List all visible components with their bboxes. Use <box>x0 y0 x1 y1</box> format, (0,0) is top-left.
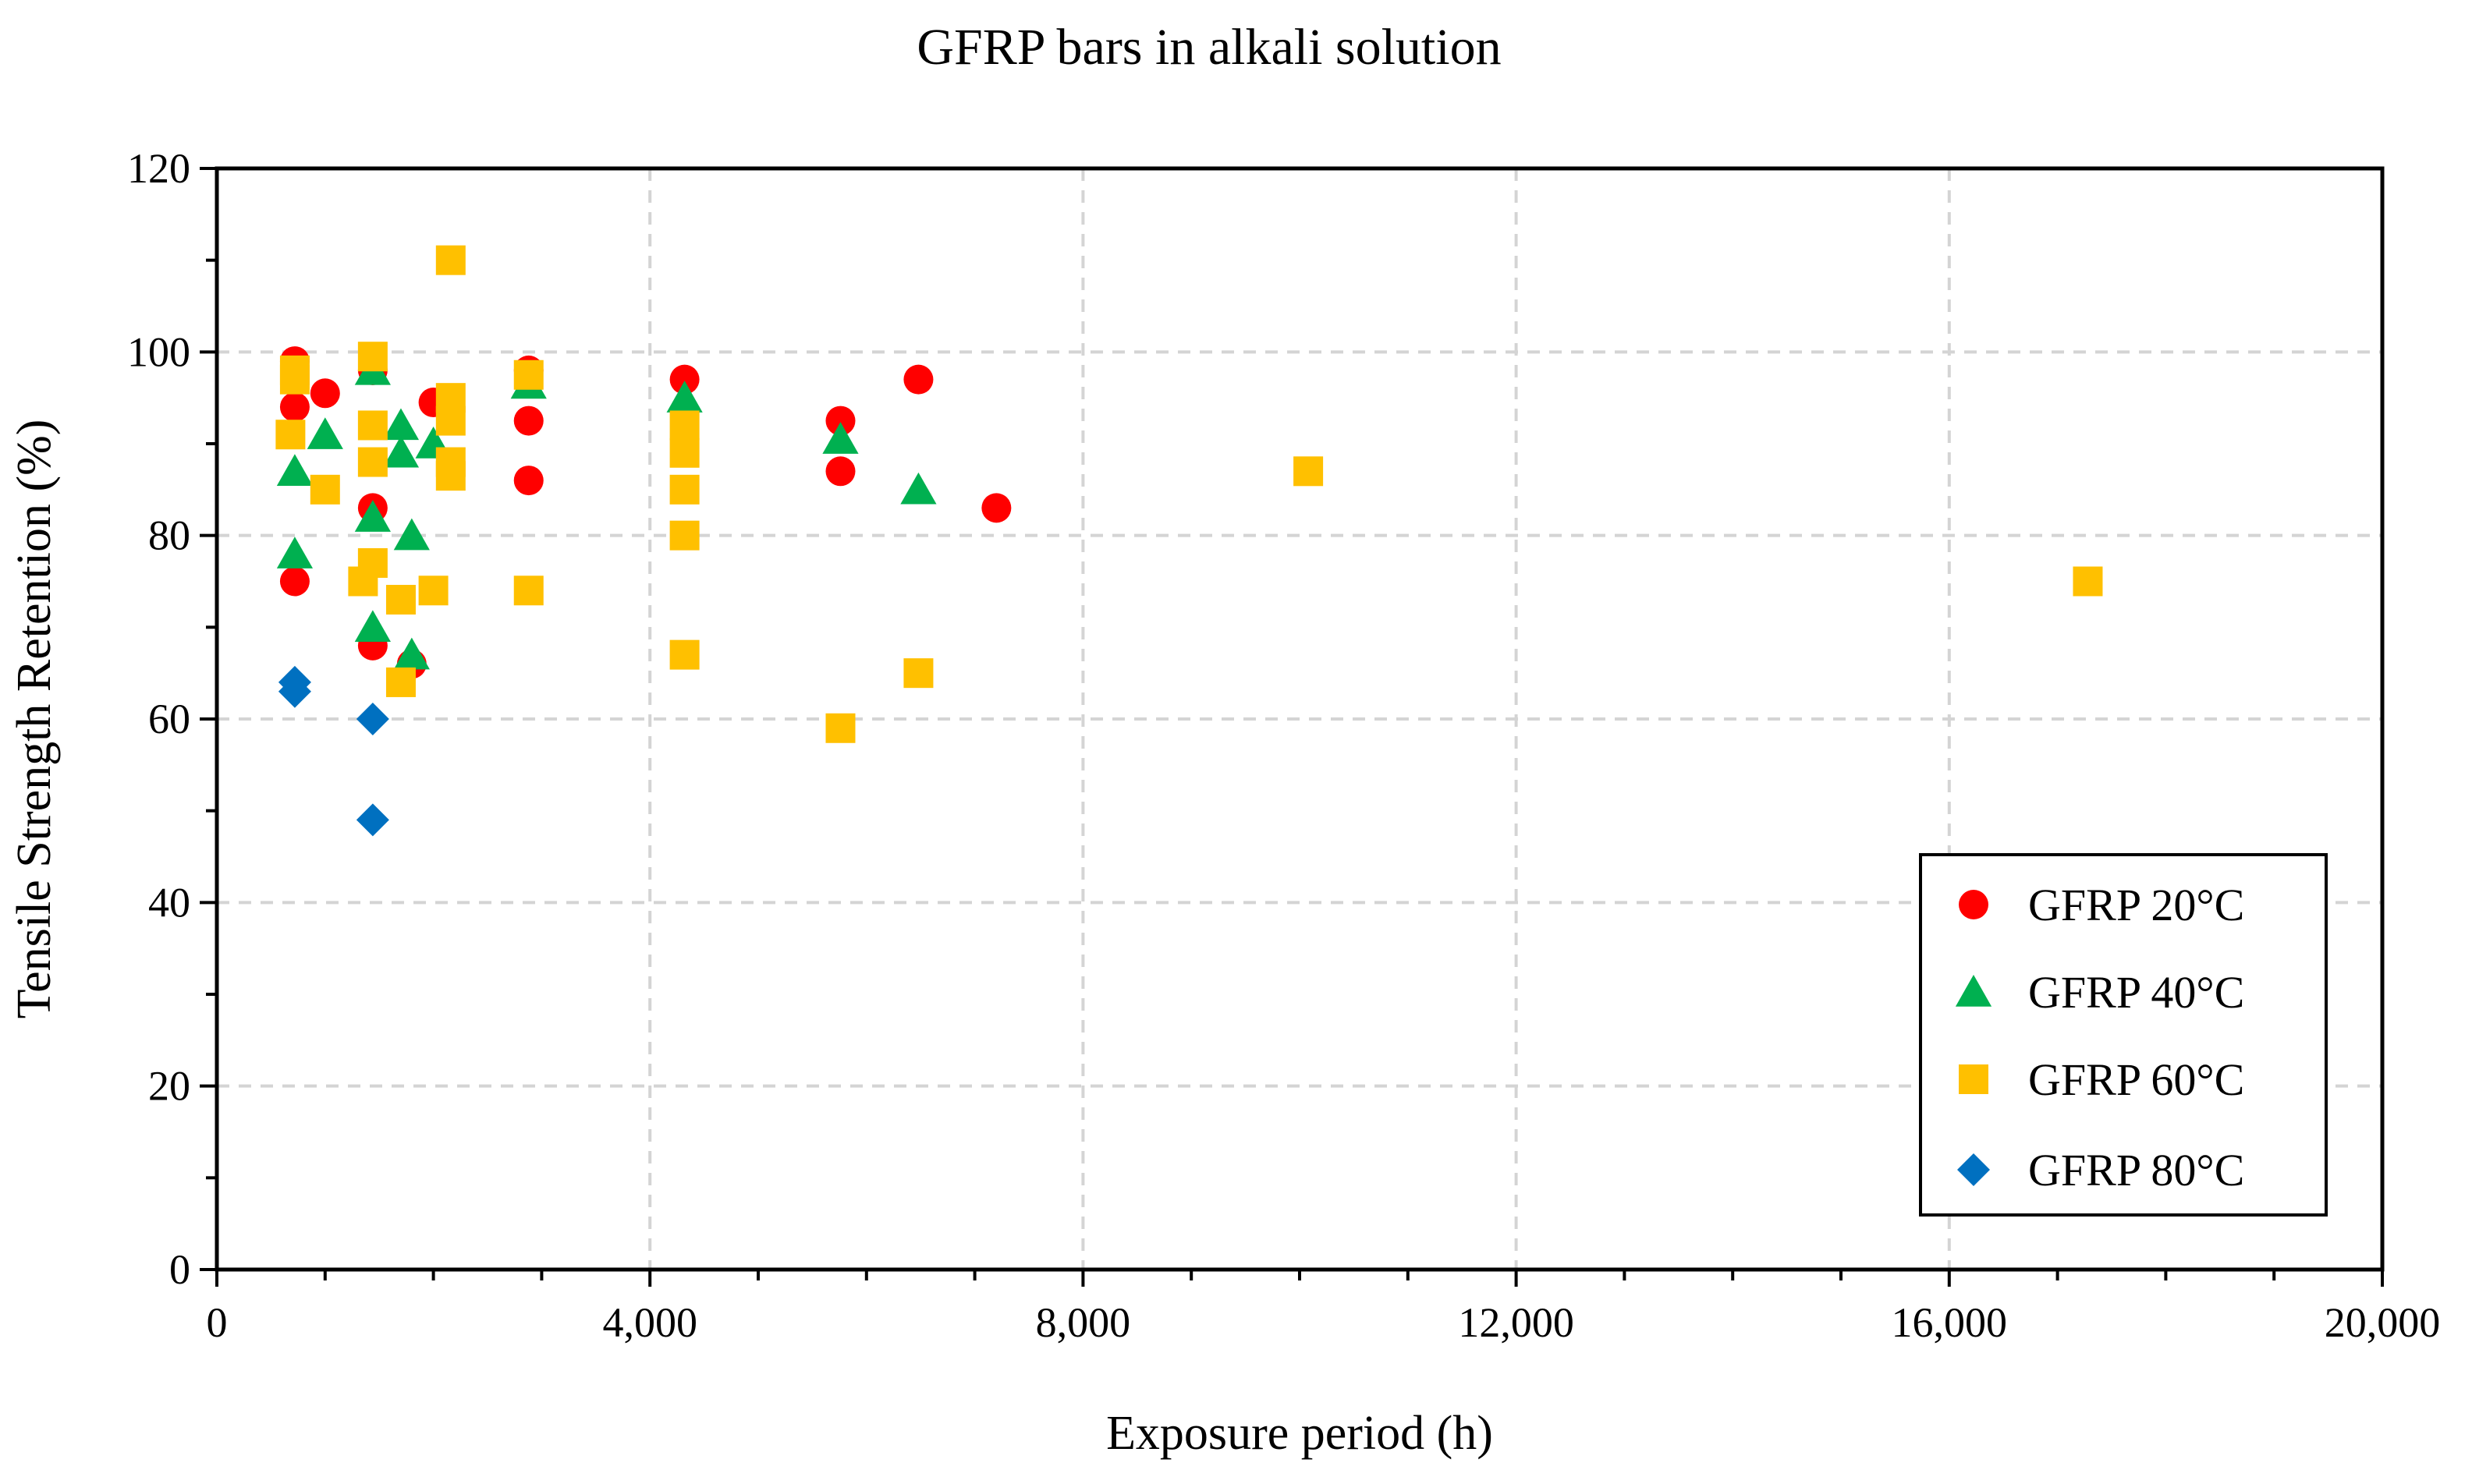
x-tick-label: 0 <box>207 1299 228 1346</box>
data-point <box>357 342 388 372</box>
data-point <box>669 520 700 551</box>
series-3 <box>275 245 2103 743</box>
data-point <box>393 518 430 551</box>
data-point <box>1293 456 1324 487</box>
data-point <box>357 547 388 578</box>
data-point <box>900 472 937 505</box>
x-axis-tick-labels: 0 4,000 8,000 12,000 16,000 20,000 <box>207 1299 2441 1346</box>
y-tick-label: 100 <box>127 328 190 375</box>
data-point <box>669 410 700 441</box>
x-axis-title: Exposure period (h) <box>1106 1407 1493 1460</box>
grid-lines <box>217 168 2382 1270</box>
data-point <box>310 378 340 409</box>
data-point <box>825 456 856 487</box>
data-point <box>669 474 700 505</box>
data-point <box>981 493 1012 523</box>
data-point <box>513 576 544 606</box>
data-point <box>513 466 544 496</box>
legend: GFRP 20°C GFRP 40°C GFRP 60°C GFRP 80°C <box>1919 853 2328 1217</box>
data-point <box>275 420 306 450</box>
y-tick-label: 120 <box>127 145 190 192</box>
data-point <box>357 447 388 477</box>
data-point <box>669 437 700 468</box>
data-point <box>354 610 391 643</box>
data-point <box>669 364 700 395</box>
legend-label: GFRP 40°C <box>2028 967 2244 1018</box>
y-tick-label: 60 <box>148 696 190 742</box>
data-point <box>825 406 856 436</box>
x-tick-label: 20,000 <box>2325 1299 2441 1346</box>
data-point <box>382 435 420 468</box>
y-tick-label: 40 <box>148 879 190 926</box>
series-1 <box>279 346 1012 679</box>
legend-marker <box>1955 975 1992 1007</box>
legend-marker <box>1959 890 1988 919</box>
data-point <box>279 391 310 422</box>
data-point <box>279 566 310 597</box>
data-point <box>276 537 314 568</box>
y-axis-title: Tensile Strength Retention (%) <box>8 420 61 1019</box>
data-point <box>513 406 544 436</box>
y-tick-label: 80 <box>148 512 190 559</box>
series-2 <box>276 352 937 670</box>
legend-marker <box>1959 1064 1988 1094</box>
x-tick-label: 4,000 <box>602 1299 697 1346</box>
series-4 <box>278 665 389 837</box>
data-point <box>310 474 340 505</box>
y-axis-tick-labels: 0 20 40 60 80 100 120 <box>127 145 190 1293</box>
data-point <box>356 803 389 837</box>
data-point <box>354 500 391 532</box>
legend-label: GFRP 20°C <box>2028 880 2244 930</box>
chart-title: GFRP bars in alkali solution <box>917 19 1501 76</box>
data-point <box>385 667 416 697</box>
data-point <box>903 364 934 395</box>
data-point <box>393 637 430 670</box>
data-point <box>825 713 856 743</box>
data-point <box>278 675 311 708</box>
data-point <box>357 410 388 441</box>
data-point <box>279 364 310 395</box>
data-point <box>669 639 700 670</box>
data-point <box>418 576 449 606</box>
data-point <box>435 461 466 491</box>
data-point <box>2073 566 2103 597</box>
data-point <box>435 245 466 275</box>
legend-label: GFRP 80°C <box>2028 1145 2244 1195</box>
y-tick-label: 20 <box>148 1063 190 1110</box>
legend-label: GFRP 60°C <box>2028 1054 2244 1105</box>
data-point <box>513 359 544 390</box>
y-tick-label: 0 <box>169 1246 190 1293</box>
data-point <box>822 422 859 454</box>
legend-box <box>1919 853 2328 1217</box>
data-point <box>276 454 314 486</box>
legend-items: GFRP 20°C GFRP 40°C GFRP 60°C GFRP 80°C <box>1955 880 2244 1195</box>
plot-area-frame <box>215 166 2385 1272</box>
data-point <box>356 703 389 735</box>
legend-marker <box>1957 1153 1990 1186</box>
data-point <box>382 408 420 441</box>
x-tick-label: 16,000 <box>1892 1299 2008 1346</box>
data-point <box>435 406 466 436</box>
x-tick-label: 12,000 <box>1458 1299 1574 1346</box>
data-point <box>903 658 934 689</box>
data-point <box>307 417 343 449</box>
data-points <box>275 245 2103 837</box>
data-point <box>385 585 416 615</box>
x-tick-label: 8,000 <box>1036 1299 1131 1346</box>
data-point <box>666 381 703 413</box>
